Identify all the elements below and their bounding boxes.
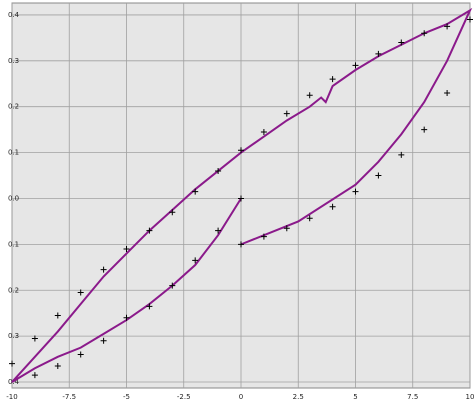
y-tick-label: 0.4	[8, 11, 20, 19]
plus-marker	[100, 266, 107, 273]
plus-marker	[260, 128, 267, 135]
x-tick-label: -5	[123, 393, 130, 401]
plus-marker	[352, 62, 359, 69]
plus-marker	[398, 39, 405, 46]
plus-marker	[146, 227, 153, 234]
plus-marker	[238, 195, 244, 202]
plus-marker	[9, 360, 15, 367]
plus-marker	[398, 151, 405, 158]
plus-marker	[421, 126, 428, 133]
plus-marker	[306, 215, 313, 222]
plus-marker	[215, 227, 222, 234]
y-tick-label: 0.2	[8, 286, 19, 294]
plus-marker	[329, 203, 336, 210]
x-tick-label: -10	[6, 393, 17, 401]
x-tick-label: -7.5	[62, 393, 76, 401]
plus-marker	[238, 147, 244, 154]
y-tick-label: 0.3	[8, 332, 19, 340]
x-tick-label: 2.5	[293, 393, 304, 401]
series-line	[11, 7, 473, 383]
plus-marker	[77, 289, 84, 296]
x-tick-label: 10	[466, 393, 474, 401]
plus-marker	[169, 282, 176, 289]
y-tick-label: 0.1	[8, 240, 19, 248]
plus-marker	[375, 50, 382, 57]
plus-marker	[54, 362, 61, 369]
y-tick-label: 0.1	[8, 149, 19, 157]
x-tick-label: -2.5	[177, 393, 191, 401]
plus-marker	[421, 30, 428, 37]
plus-marker	[31, 372, 38, 379]
plus-marker	[123, 314, 130, 321]
plus-marker	[444, 23, 451, 30]
plus-marker	[306, 92, 313, 99]
plus-marker	[169, 209, 176, 216]
plus-marker	[31, 335, 38, 342]
plus-marker	[192, 257, 199, 264]
x-tick-label: 5	[353, 393, 357, 401]
plus-marker	[54, 312, 61, 319]
plus-marker	[260, 233, 267, 240]
x-tick-label: 0	[239, 393, 243, 401]
plus-marker	[215, 167, 222, 174]
plus-marker	[283, 110, 290, 117]
plus-marker	[329, 76, 336, 83]
plus-marker	[283, 225, 290, 232]
plus-marker	[352, 188, 359, 195]
plus-marker	[77, 351, 84, 358]
plus-marker	[192, 188, 199, 195]
y-tick-label: 0.2	[8, 103, 19, 111]
x-tick-label: 7.5	[407, 393, 418, 401]
plus-marker	[146, 303, 153, 310]
plus-marker	[467, 16, 473, 23]
y-tick-label: 0.3	[8, 57, 19, 65]
y-tick-label: 0.0	[8, 194, 19, 202]
plus-marker	[100, 337, 107, 344]
plus-marker	[123, 245, 130, 252]
plus-marker	[375, 172, 382, 179]
plus-marker	[238, 241, 244, 248]
plus-marker	[444, 89, 451, 96]
